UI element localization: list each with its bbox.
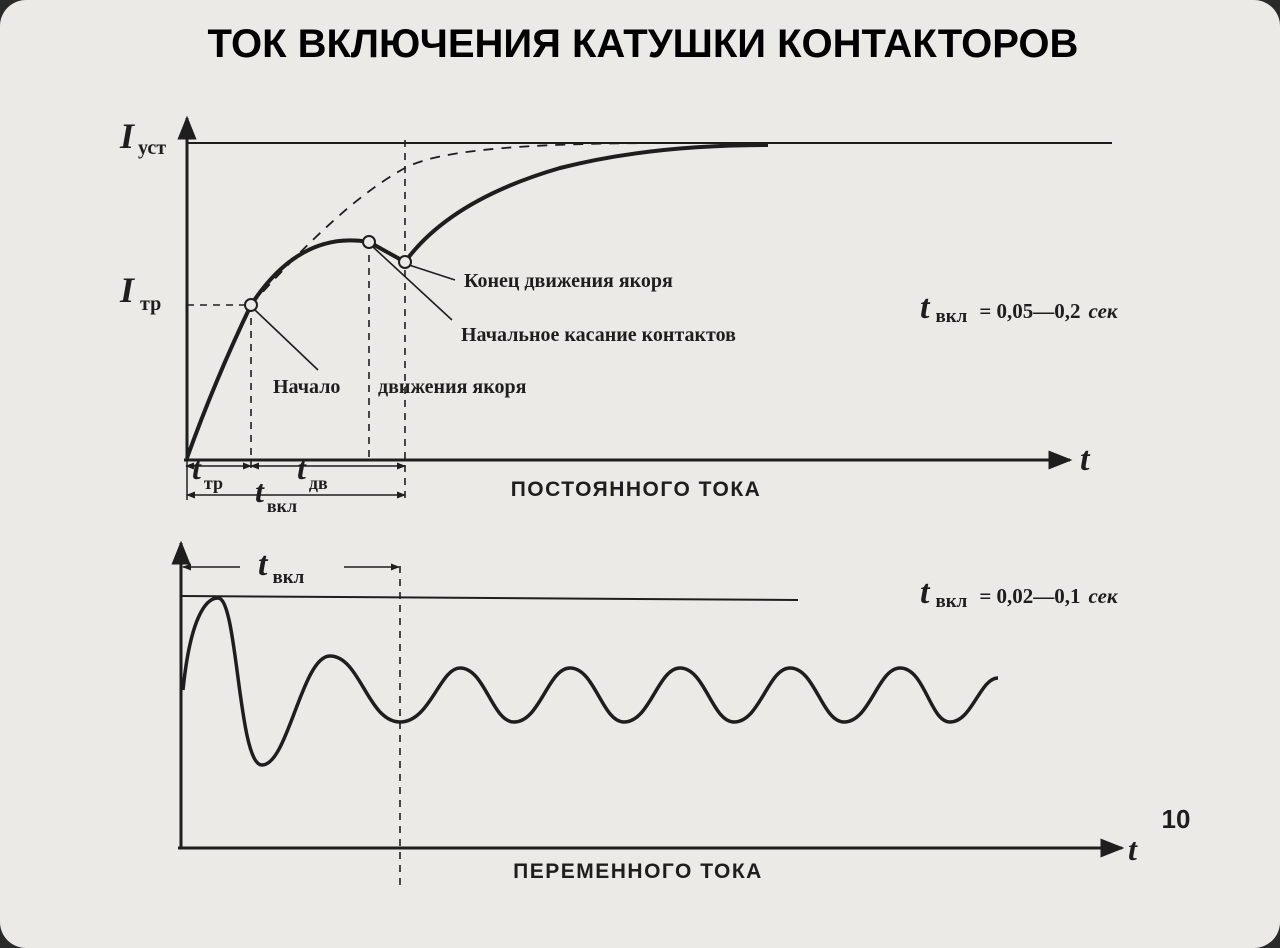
ac-current-curve (181, 596, 999, 767)
leader-start-motion (254, 309, 319, 371)
t-dv-sub: дв (309, 473, 328, 493)
dc-x-axis-label: t (1080, 441, 1091, 478)
t-dv-symbol: t (297, 450, 307, 486)
annotation-start-motion-1: Начало (273, 376, 340, 398)
annotation-contact: Начальное касание контактов (461, 324, 736, 346)
leader-end-motion (408, 264, 456, 281)
annotation-end-motion: Конец движения якоря (464, 270, 673, 292)
steady-current-symbol: I (119, 116, 136, 156)
pickup-current-sub: тр (140, 293, 161, 315)
ac-caption: ПЕРЕМЕННОГО ТОКА (513, 860, 763, 883)
start-motion-point (244, 298, 258, 312)
ac-t-on-symbol: t (258, 546, 269, 583)
dc-formula-value: = 0,05—0,2 (979, 299, 1080, 323)
ac-formula-unit: сек (1089, 584, 1119, 608)
ac-t-on-label: t вкл (258, 546, 305, 588)
actual-current-curve (185, 143, 769, 459)
ac-formula-symbol: t (920, 574, 931, 611)
steady-current-sub: уст (138, 137, 166, 159)
dc-formula-unit: сек (1089, 299, 1119, 323)
slide-number: 10 (1162, 804, 1191, 834)
t-on-dc-label: t вкл (255, 473, 297, 516)
pickup-current-symbol: I (119, 270, 136, 310)
dc-formula: t вкл = 0,05—0,2 сек (920, 289, 1119, 327)
annotation-start-motion-2: движения якоря (378, 376, 527, 398)
ac-t-on-sub: вкл (272, 567, 304, 588)
t-tr-sub: тр (204, 473, 223, 493)
t-on-dc-symbol: t (255, 473, 265, 509)
theoretical-current-curve (250, 142, 741, 306)
dc-formula-sub: вкл (935, 306, 967, 327)
slide-title: ТОК ВКЛЮЧЕНИЯ КАТУШКИ КОНТАКТОРОВ (208, 22, 1079, 66)
ac-formula-sub: вкл (935, 591, 967, 612)
dc-caption: ПОСТОЯННОГО ТОКА (511, 478, 762, 501)
t-on-dc-sub: вкл (267, 496, 297, 516)
dc-formula-symbol: t (920, 289, 931, 326)
t-tr-label: t тр (192, 450, 223, 493)
leader-contact (372, 246, 453, 321)
ac-formula-value: = 0,02—0,1 (979, 584, 1080, 608)
t-dv-label: t дв (297, 450, 328, 493)
ac-peak-line (180, 595, 799, 601)
end-motion-point (398, 255, 412, 269)
ac-formula: t вкл = 0,02—0,1 сек (920, 574, 1119, 612)
ac-graph (171, 540, 1125, 888)
dc-graph (177, 115, 1112, 500)
t-tr-symbol: t (192, 450, 202, 486)
ac-x-axis-label: t (1128, 831, 1138, 867)
contact-touch-point (362, 235, 376, 249)
